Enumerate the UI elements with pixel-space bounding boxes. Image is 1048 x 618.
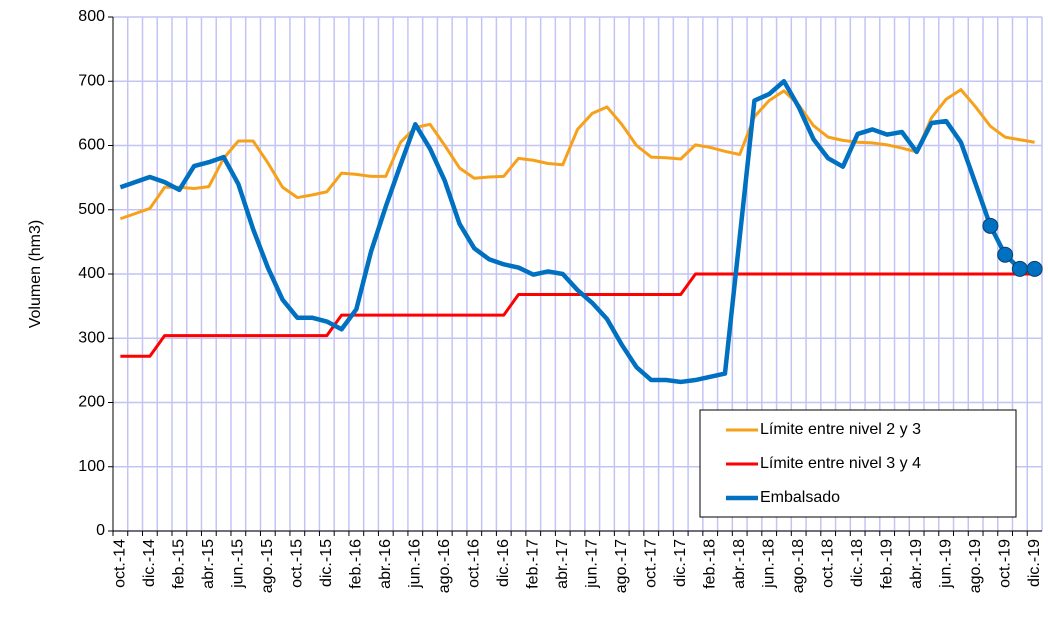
y-axis-label: Volumen (hm3) xyxy=(27,220,44,329)
x-tick-label: dic.-18 xyxy=(849,539,866,587)
x-tick-label: ago.-17 xyxy=(613,539,630,593)
point-marker xyxy=(1026,260,1043,277)
series-line xyxy=(119,88,1035,221)
y-tick-label: 600 xyxy=(78,137,105,154)
x-tick-label: jun.-17 xyxy=(583,539,600,589)
y-tick-label: 100 xyxy=(78,458,105,475)
x-tick-label: dic.-14 xyxy=(141,539,158,587)
point-marker xyxy=(1011,260,1028,277)
x-tick-label: dic.-19 xyxy=(1026,539,1043,587)
x-tick-label: jun.-15 xyxy=(230,539,247,589)
x-tick-label: abr.-18 xyxy=(731,539,748,589)
y-tick-label: 200 xyxy=(78,394,105,411)
series-line xyxy=(119,79,1035,385)
point-marker xyxy=(982,217,999,234)
legend: Límite entre nivel 2 y 3 Límite entre niv… xyxy=(699,409,1017,518)
x-tick-label: feb.-18 xyxy=(701,539,718,589)
x-tick-label: oct.-18 xyxy=(819,539,836,588)
x-tick-label: abr.-17 xyxy=(554,539,571,589)
x-tick-label: feb.-19 xyxy=(878,539,895,589)
x-tick-label: feb.-16 xyxy=(348,539,365,589)
x-tick-label: abr.-19 xyxy=(908,539,925,589)
x-tick-label: ago.-18 xyxy=(790,539,807,593)
x-tick-label: jun.-16 xyxy=(407,539,424,589)
x-tick-label: feb.-17 xyxy=(524,539,541,589)
y-tick-label: 800 xyxy=(78,8,105,25)
x-tick-label: abr.-15 xyxy=(200,539,217,589)
y-tick-label: 500 xyxy=(78,201,105,218)
x-tick-label: dic.-16 xyxy=(495,539,512,587)
x-tick-label: dic.-17 xyxy=(672,539,689,587)
x-tick-label: ago.-19 xyxy=(967,539,984,593)
x-tick-label: abr.-16 xyxy=(377,539,394,589)
x-tick-label: oct.-17 xyxy=(642,539,659,588)
legend-label: Embalsado xyxy=(760,489,840,506)
x-tick-label: oct.-14 xyxy=(112,539,129,588)
series-line xyxy=(120,272,1035,358)
x-tick-label: feb.-15 xyxy=(171,539,188,589)
y-tick-label: 700 xyxy=(78,72,105,89)
x-tick-label: ago.-15 xyxy=(259,539,276,593)
x-tick-label: jun.-18 xyxy=(760,539,777,589)
x-tick-label: oct.-16 xyxy=(465,539,482,588)
point-marker xyxy=(997,246,1014,263)
legend-label: Límite entre nivel 3 y 4 xyxy=(760,455,921,472)
x-tick-label: oct.-15 xyxy=(289,539,306,588)
y-tick-label: 300 xyxy=(78,329,105,346)
x-tick-label: jun.-19 xyxy=(937,539,954,589)
x-tick-label: dic.-15 xyxy=(318,539,335,587)
x-tick-label: oct.-19 xyxy=(996,539,1013,588)
legend-label: Límite entre nivel 2 y 3 xyxy=(760,421,921,438)
y-tick-label: 400 xyxy=(78,265,105,282)
x-tick-label: ago.-16 xyxy=(436,539,453,593)
y-tick-label: 0 xyxy=(96,522,105,539)
